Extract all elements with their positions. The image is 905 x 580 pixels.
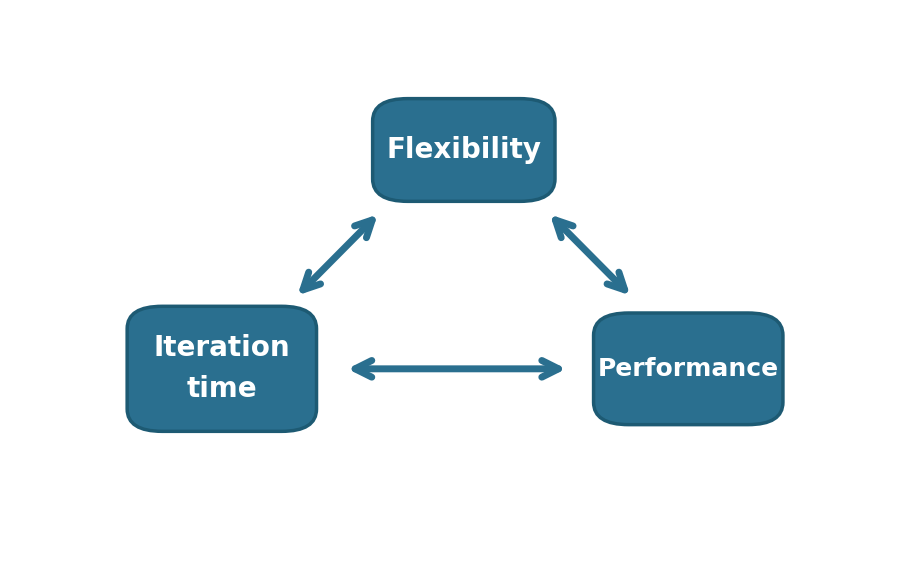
FancyBboxPatch shape — [373, 99, 555, 201]
FancyBboxPatch shape — [594, 313, 783, 425]
Text: Flexibility: Flexibility — [386, 136, 541, 164]
Text: Iteration
time: Iteration time — [154, 334, 291, 404]
Text: Performance: Performance — [597, 357, 779, 381]
FancyBboxPatch shape — [127, 306, 317, 432]
